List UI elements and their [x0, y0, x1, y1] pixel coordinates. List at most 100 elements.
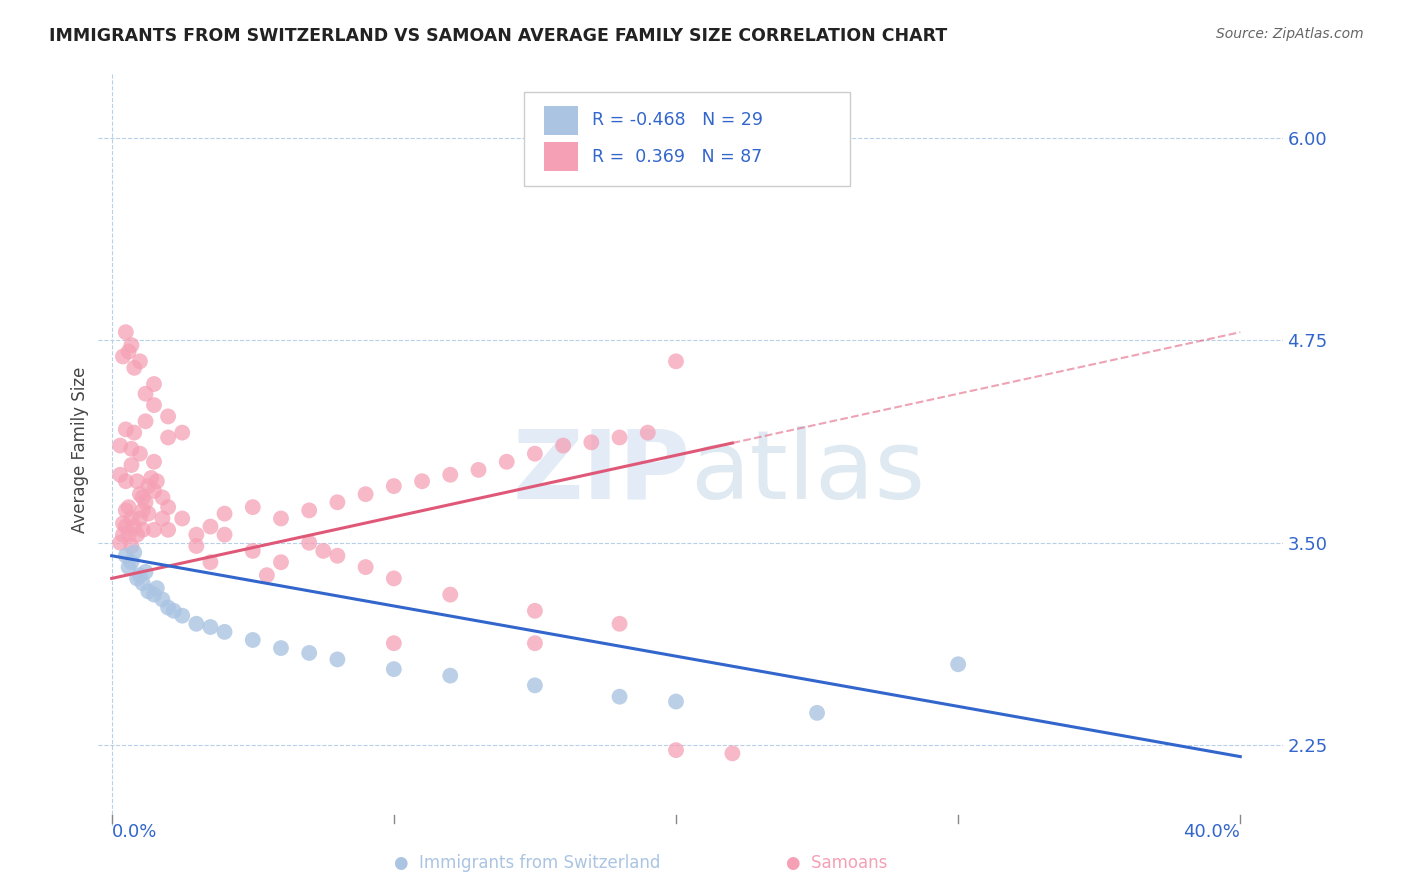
Point [270, 555, 292, 569]
Point [242, 544, 264, 558]
Point [141, 471, 163, 485]
Text: Source: ZipAtlas.com: Source: ZipAtlas.com [1216, 27, 1364, 41]
Point [138, 479, 160, 493]
Point [135, 565, 157, 579]
Point [135, 414, 157, 428]
Text: ●  Immigrants from Switzerland: ● Immigrants from Switzerland [394, 855, 661, 872]
Point [806, 706, 828, 720]
Point [200, 555, 222, 569]
Point [117, 560, 139, 574]
Point [122, 519, 145, 533]
Point [120, 442, 142, 456]
Point [172, 425, 194, 440]
Point [637, 425, 659, 440]
Point [117, 527, 139, 541]
Point [143, 483, 166, 498]
Point [523, 447, 546, 461]
Point [439, 668, 461, 682]
Point [120, 511, 142, 525]
Point [132, 576, 155, 591]
Point [439, 588, 461, 602]
Point [172, 511, 194, 525]
FancyBboxPatch shape [524, 92, 851, 186]
Point [163, 604, 186, 618]
Point [146, 581, 169, 595]
Point [143, 455, 166, 469]
Point [298, 535, 321, 549]
Point [122, 360, 145, 375]
Point [382, 571, 405, 585]
Point [157, 409, 180, 424]
Point [125, 474, 148, 488]
Point [581, 435, 603, 450]
Point [135, 495, 157, 509]
Point [114, 325, 136, 339]
Point [553, 439, 575, 453]
Point [157, 600, 180, 615]
Point [122, 425, 145, 440]
Point [298, 646, 321, 660]
Point [120, 539, 142, 553]
Point [122, 545, 145, 559]
Point [111, 516, 134, 531]
Point [214, 507, 236, 521]
Point [609, 430, 631, 444]
Point [382, 479, 405, 493]
Point [186, 616, 208, 631]
Point [172, 608, 194, 623]
Point [125, 571, 148, 585]
Point [270, 511, 292, 525]
Point [609, 616, 631, 631]
Point [114, 422, 136, 436]
Bar [544, 143, 578, 171]
Point [120, 458, 142, 472]
Point [125, 527, 148, 541]
Point [256, 568, 278, 582]
Point [354, 487, 377, 501]
Point [108, 467, 131, 482]
Text: R =  0.369   N = 87: R = 0.369 N = 87 [592, 147, 762, 166]
Point [467, 463, 489, 477]
Point [665, 743, 688, 757]
Point [946, 657, 969, 672]
Point [132, 503, 155, 517]
Text: ●  Samoans: ● Samoans [786, 855, 887, 872]
Point [152, 511, 174, 525]
Point [523, 678, 546, 692]
Text: 0.0%: 0.0% [111, 823, 157, 841]
Point [143, 377, 166, 392]
Point [495, 455, 517, 469]
Point [108, 439, 131, 453]
Point [111, 350, 134, 364]
Bar [544, 106, 578, 135]
Point [132, 491, 155, 505]
Point [114, 549, 136, 563]
Point [326, 652, 349, 666]
Point [186, 527, 208, 541]
Text: IMMIGRANTS FROM SWITZERLAND VS SAMOAN AVERAGE FAMILY SIZE CORRELATION CHART: IMMIGRANTS FROM SWITZERLAND VS SAMOAN AV… [49, 27, 948, 45]
Point [214, 624, 236, 639]
Point [242, 500, 264, 515]
Point [609, 690, 631, 704]
Point [312, 544, 335, 558]
Point [117, 344, 139, 359]
Point [108, 535, 131, 549]
Point [128, 354, 150, 368]
Point [214, 527, 236, 541]
Point [146, 474, 169, 488]
Point [128, 447, 150, 461]
Point [138, 507, 160, 521]
Point [439, 467, 461, 482]
Point [128, 487, 150, 501]
Y-axis label: Average Family Size: Average Family Size [72, 367, 89, 533]
Point [135, 386, 157, 401]
Point [128, 568, 150, 582]
Point [128, 511, 150, 525]
Point [382, 662, 405, 676]
Point [326, 549, 349, 563]
Point [114, 474, 136, 488]
Point [721, 747, 744, 761]
Point [354, 560, 377, 574]
Point [523, 636, 546, 650]
Point [111, 527, 134, 541]
